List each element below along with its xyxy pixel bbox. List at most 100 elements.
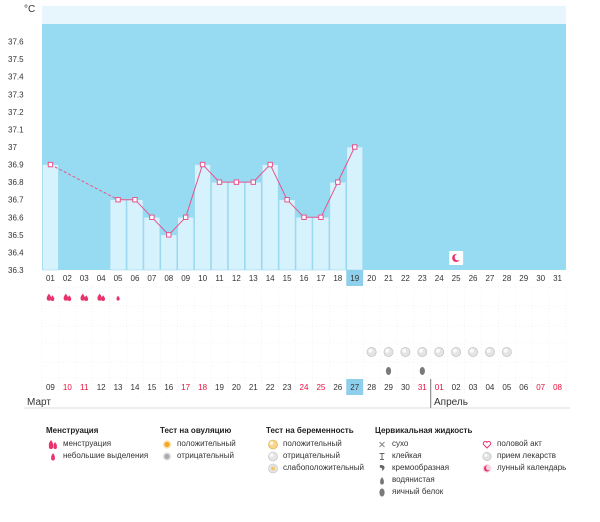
drop-heavy-icon — [101, 295, 106, 302]
temperature-bar — [211, 181, 228, 271]
legend-item-label: слабоположительный — [283, 463, 364, 472]
legend-item: отрицательный — [266, 450, 364, 462]
cycle-day-label: 20 — [367, 274, 376, 283]
calendar-date-label: 16 — [164, 383, 173, 392]
drop-heavy-icon — [84, 295, 89, 302]
calendar-date-label: 31 — [418, 383, 427, 392]
calendar-date-label: 02 — [452, 383, 461, 392]
calendar-date-label: 07 — [536, 383, 545, 392]
pregnancy-negative-icon-shine — [385, 348, 390, 353]
legend-item: сухо — [375, 438, 472, 450]
temperature-bar — [312, 216, 330, 271]
cycle-day-label: 04 — [97, 274, 106, 283]
cycle-day-label: 10 — [198, 274, 207, 283]
drop-light-icon — [46, 451, 59, 462]
legend-item-label: положительный — [177, 439, 236, 448]
legend-group-title: Менструация — [46, 426, 99, 435]
temperature-bar — [261, 164, 279, 271]
drop-heavy-icon — [63, 293, 69, 301]
temperature-point — [47, 161, 54, 168]
legend-item: водянистая — [375, 474, 472, 486]
calendar-date-label: 14 — [131, 383, 140, 392]
temperature-point — [233, 179, 240, 185]
legend-group: Тест на беременность положительный отрицат… — [266, 426, 364, 474]
temperature-line — [151, 216, 170, 236]
cycle-day-label: 27 — [485, 274, 494, 283]
y-tick-label: 37.4 — [8, 73, 24, 82]
cycle-day-label: 31 — [553, 274, 562, 283]
cycle-day-label: 08 — [164, 274, 173, 283]
cycle-day-label: 18 — [333, 274, 342, 283]
drop-heavy-icon — [50, 295, 55, 302]
pregnancy-negative-icon-shine — [402, 348, 407, 353]
temperature-bar — [42, 164, 59, 271]
legend-item-label: менструация — [63, 439, 112, 448]
calendar-date-label: 17 — [181, 383, 190, 392]
temperature-line — [202, 164, 220, 183]
legend-item-label: кремообразная — [392, 463, 450, 472]
cycle-day-label: 28 — [502, 274, 511, 283]
legend-item: кремообразная — [375, 462, 472, 474]
cycle-day-label: 26 — [469, 274, 478, 283]
calendar-date-label: 10 — [63, 383, 72, 392]
temperature-point — [199, 161, 206, 168]
cycle-day-label: 30 — [536, 274, 545, 283]
sticky-icon — [375, 451, 388, 462]
temperature-point — [284, 197, 290, 203]
calendar-date-label: 04 — [485, 383, 494, 392]
creamy-icon — [375, 463, 388, 474]
legend-item: половой акт — [480, 438, 566, 450]
highlight-day-cell — [346, 270, 364, 286]
temperature-bar — [278, 199, 296, 271]
y-tick-label: 36.7 — [8, 196, 24, 205]
calendar-date-label: 19 — [215, 383, 224, 392]
temperature-bar — [177, 216, 194, 271]
temperature-line — [168, 216, 187, 236]
legend-item-label: яичный белок — [392, 487, 444, 496]
calendar-date-label: 27 — [350, 383, 359, 392]
calendar-date-label: 06 — [519, 383, 528, 392]
calendar-date-label: 12 — [97, 383, 106, 392]
temperature-point — [267, 161, 273, 168]
calendar-date-label: 25 — [316, 383, 325, 392]
calendar-date-label: 26 — [333, 383, 342, 392]
legend-group: половой акт прием лекарств лунный календар… — [480, 426, 566, 474]
moon-icon — [480, 463, 493, 474]
pregnancy-negative-icon-shine — [452, 348, 457, 353]
y-tick-label: 36.6 — [8, 213, 24, 222]
drop-light-icon — [116, 295, 120, 301]
cycle-day-label: 29 — [519, 274, 528, 283]
temperature-line — [185, 164, 204, 218]
cycle-day-label: 23 — [418, 274, 427, 283]
temperature-line — [286, 199, 305, 218]
calendar-date-label: 13 — [114, 383, 123, 392]
temperature-line-dashed — [50, 164, 119, 201]
y-tick-label: 37.5 — [8, 55, 24, 64]
legend-item-label: сухо — [392, 439, 409, 448]
y-tick-label: 36.4 — [8, 248, 24, 257]
cycle-day-label: 14 — [266, 274, 275, 283]
legend-item: лунный календарь — [480, 462, 566, 474]
legend-item: небольшие выделения — [46, 450, 148, 462]
y-axis-unit: °C — [24, 4, 35, 15]
y-tick-label: 37.3 — [8, 90, 24, 99]
temperature-point — [250, 179, 256, 185]
temperature-point — [182, 214, 189, 220]
temperature-point — [352, 144, 358, 150]
legend-item-label: положительный — [283, 439, 342, 448]
calendar-date-label: 18 — [198, 383, 207, 392]
cycle-day-label: 11 — [215, 274, 224, 283]
calendar-date-label: 30 — [401, 383, 410, 392]
cycle-day-label: 22 — [401, 274, 410, 283]
heart-icon — [480, 439, 493, 450]
temperature-point — [216, 179, 223, 185]
legend-group-title: Тест на беременность — [266, 426, 354, 435]
temperature-bar — [346, 146, 363, 271]
calendar-date-label: 08 — [553, 383, 562, 392]
calendar-date-label: 03 — [469, 383, 478, 392]
y-tick-label: 36.3 — [8, 266, 24, 275]
cycle-day-label: 16 — [300, 274, 309, 283]
calendar-date-label: 11 — [80, 383, 89, 392]
cycle-day-label: 25 — [452, 274, 461, 283]
